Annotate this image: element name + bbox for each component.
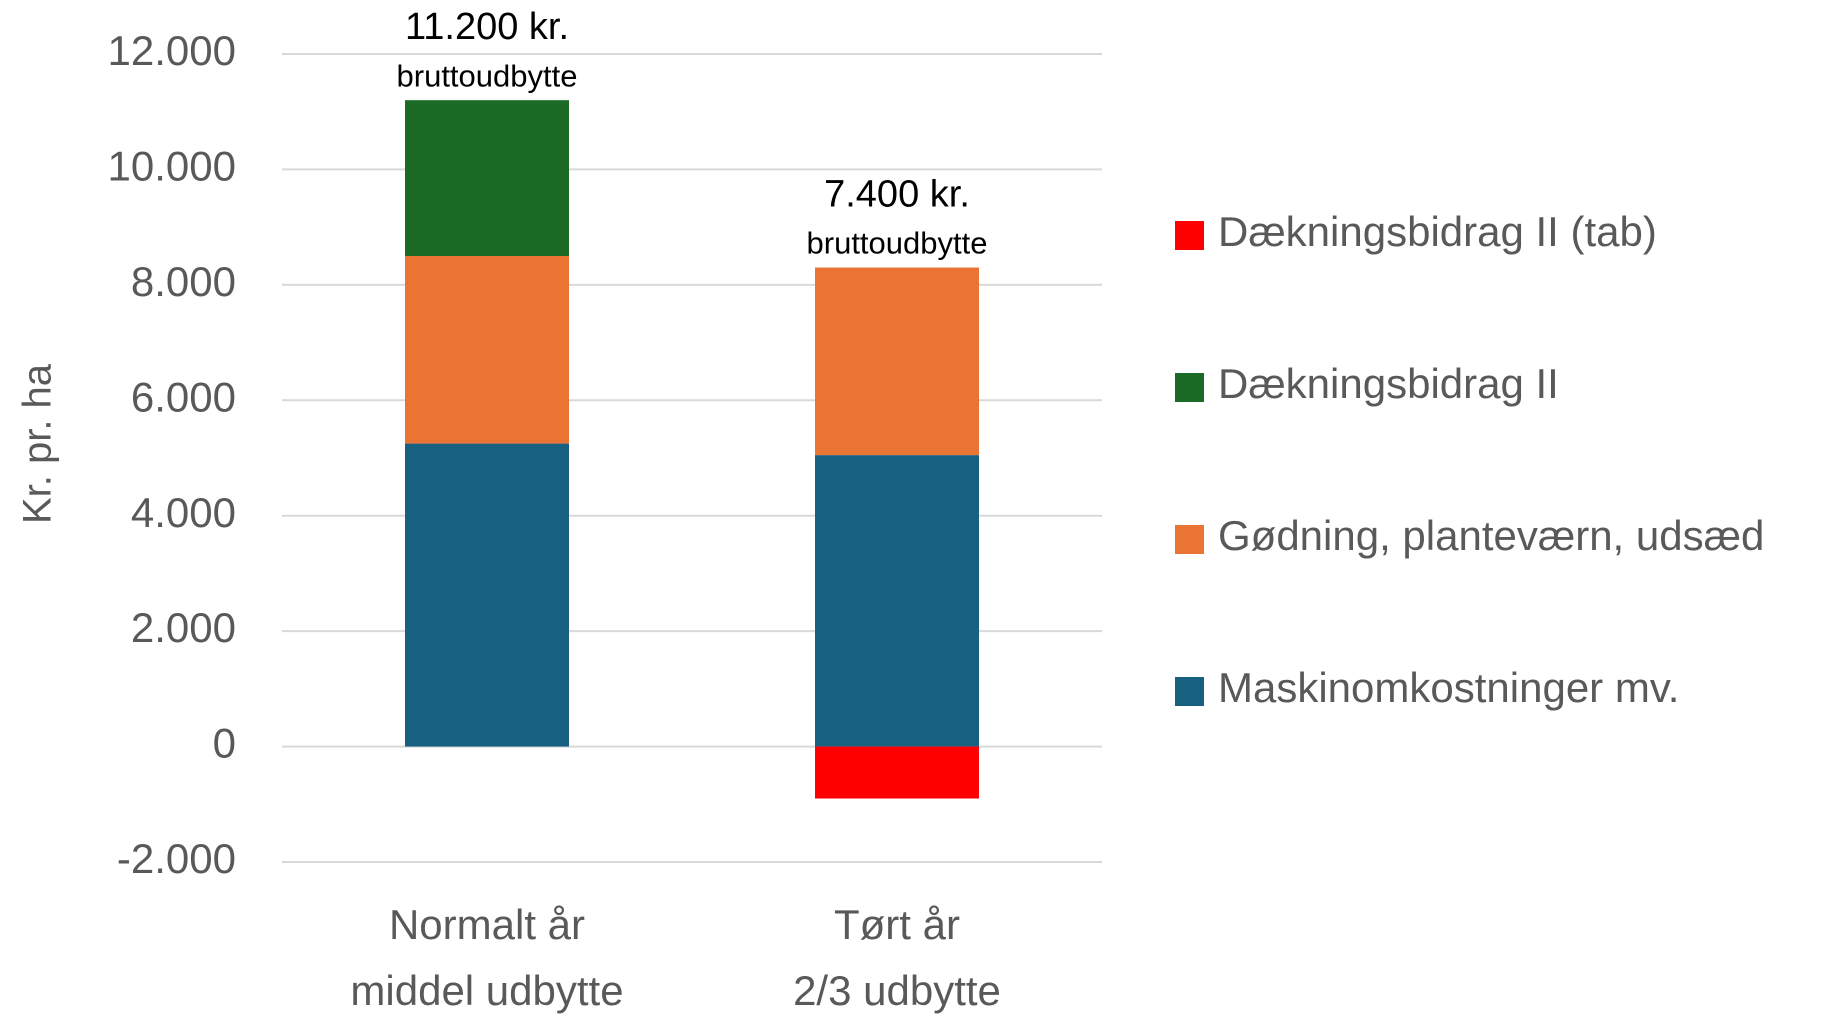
annotation: 7.400 kr.: [824, 174, 970, 216]
x-tick-label: Normalt år: [389, 901, 585, 948]
legend-label: Maskinomkostninger mv.: [1218, 664, 1679, 711]
x-tick-label: 2/3 udbytte: [793, 967, 1001, 1014]
legend-swatch: [1175, 677, 1204, 706]
x-tick-label: middel udbytte: [350, 967, 623, 1014]
y-tick-label: 0: [213, 720, 236, 767]
bar-segment: [405, 443, 569, 747]
legend-label: Dækningsbidrag II (tab): [1218, 208, 1657, 255]
y-tick-label: 2.000: [131, 604, 236, 651]
legend-swatch: [1175, 373, 1204, 402]
annotation-subtext: bruttoudbytte: [397, 58, 578, 93]
legend-label: Dækningsbidrag II: [1218, 360, 1559, 407]
x-tick-label: Tørt år: [834, 901, 960, 948]
annotation: 11.200 kr.: [405, 6, 569, 48]
y-tick-label: -2.000: [117, 835, 236, 882]
bar-segment: [815, 746, 979, 799]
y-axis-label: Kr. pr. ha: [16, 363, 60, 524]
bar-segment: [405, 100, 569, 257]
bar-segment: [815, 267, 979, 456]
annotation-subtext: bruttoudbytte: [807, 226, 988, 261]
legend-label: Gødning, planteværn, udsæd: [1218, 512, 1764, 559]
legend-swatch: [1175, 525, 1204, 554]
bar-segment: [815, 455, 979, 747]
y-tick-label: 8.000: [131, 258, 236, 305]
legend-swatch: [1175, 221, 1204, 250]
y-tick-label: 12.000: [108, 27, 236, 74]
bar-segment: [405, 256, 569, 444]
y-tick-label: 10.000: [108, 143, 236, 190]
y-tick-label: 4.000: [131, 489, 236, 536]
y-tick-label: 6.000: [131, 373, 236, 420]
